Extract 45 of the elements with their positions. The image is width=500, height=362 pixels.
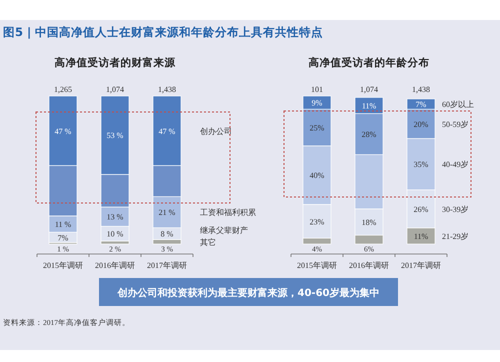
data-label: 11 %	[54, 220, 72, 230]
text: 101	[311, 85, 323, 94]
x-tick-label: 2015年调研	[43, 261, 83, 270]
series-label: 50-59岁	[442, 120, 469, 129]
data-label: 23%	[310, 217, 325, 226]
data-label: 13 %	[106, 212, 124, 222]
x-tick-label: 2015年调研	[297, 261, 337, 270]
x-tick-label: 2017年调研	[401, 261, 441, 270]
data-label: 11%	[414, 232, 429, 241]
chart-title: 高净值受访者的年龄分布	[308, 56, 430, 69]
data-label: 18%	[362, 218, 377, 228]
text: 图5 | 中国高净值人士在财富来源和年龄分布上具有共性特点	[3, 25, 324, 39]
data-label: 28%	[362, 130, 377, 140]
data-label: 9%	[312, 98, 323, 108]
series-label: 60岁以上	[442, 100, 474, 110]
text: 其它	[200, 238, 216, 247]
text: 继承父辈财产	[200, 226, 248, 235]
x-tick-label: 2016年调研	[349, 261, 389, 270]
data-label: 7%	[58, 233, 69, 242]
text: 1,074	[360, 85, 378, 94]
data-label: 26%	[414, 204, 429, 214]
data-label: 47 %	[158, 126, 176, 136]
series-label: 30-39岁	[442, 204, 469, 214]
text: 创办公司和投资获利为最主要财富来源，40-60岁最为集中	[116, 287, 380, 299]
data-label: 11%	[362, 102, 377, 111]
series-label: 21-29岁	[442, 232, 469, 241]
text: 1,074	[106, 85, 124, 94]
data-label: 7%	[416, 100, 427, 110]
data-label: 25%	[310, 124, 325, 133]
text: 1,438	[412, 85, 430, 94]
chart-title: 高净值受访者的财富来源	[54, 56, 176, 69]
data-label: 10 %	[106, 230, 124, 239]
data-label: 47 %	[54, 126, 72, 136]
text: 工资和福利积累	[200, 208, 256, 218]
text: 1,438	[158, 85, 176, 94]
x-tick-label: 2016年调研	[95, 261, 135, 270]
x-tick-label: 2017年调研	[147, 261, 187, 270]
data-label: 21 %	[158, 208, 176, 218]
data-label: 40%	[310, 171, 325, 180]
data-label: 35%	[414, 160, 429, 170]
data-label: 8 %	[160, 230, 174, 239]
data-label: 53 %	[106, 131, 124, 140]
series-label: 40-49岁	[442, 160, 469, 170]
text: 1,265	[54, 85, 72, 94]
data-label: 20%	[414, 120, 429, 129]
